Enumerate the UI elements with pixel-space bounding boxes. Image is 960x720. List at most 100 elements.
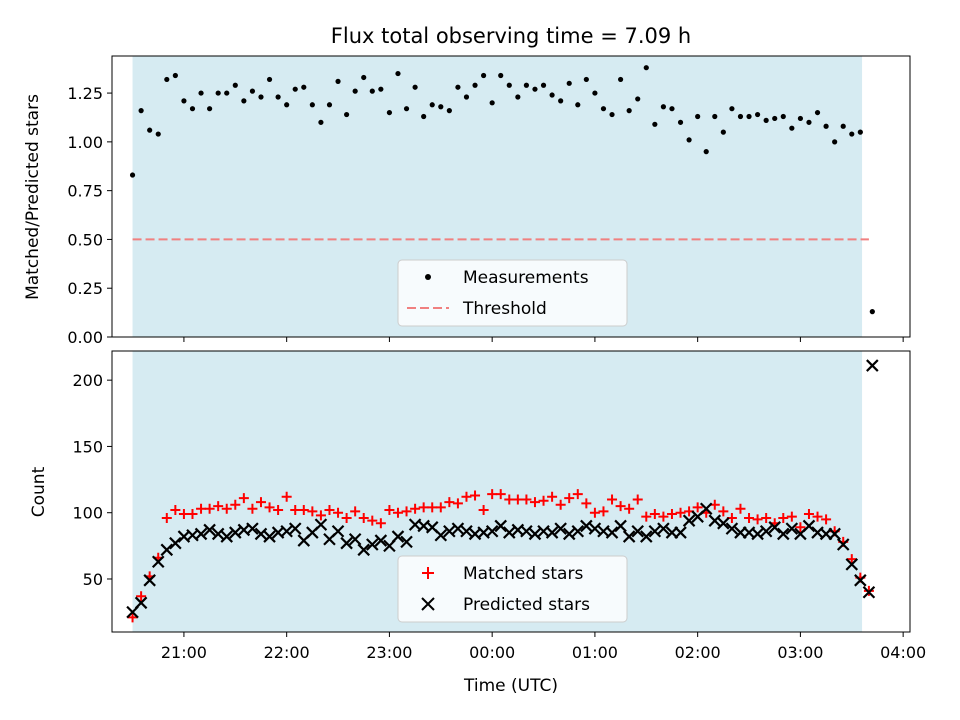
matched-star-point: [744, 513, 755, 524]
predicted-star-point: [254, 527, 268, 541]
measurement-point: [540, 82, 547, 88]
predicted-star-point: [866, 359, 879, 372]
predicted-star-point: [400, 535, 413, 549]
count-y-tick-label: 150: [72, 437, 103, 456]
measurement-point: [720, 129, 726, 135]
matched-star-point: [718, 506, 729, 517]
measurement-point: [506, 82, 512, 88]
matched-star-point: [307, 506, 318, 517]
measurement-point: [198, 90, 204, 96]
matched-star-point: [264, 502, 275, 513]
matched-star-point: [221, 503, 232, 514]
matched-star-point: [538, 495, 549, 506]
matched-star-point: [290, 505, 301, 516]
matched-star-point: [752, 514, 763, 525]
count-x-tick-label: 03:00: [777, 643, 823, 662]
measurement-point: [780, 113, 786, 120]
predicted-star-point: [211, 527, 225, 541]
predicted-star-point: [203, 523, 216, 537]
matched-star-point: [470, 490, 481, 501]
matched-star-point: [427, 502, 438, 513]
matched-star-point: [204, 503, 215, 514]
matched-star-point: [315, 510, 326, 521]
matched-star-point: [607, 494, 618, 505]
ratio-y-axis-label: Matched/Predicted stars: [23, 94, 43, 300]
legend-matched-marker: [422, 567, 434, 579]
measurement-point: [386, 109, 393, 116]
count-y-tick-label: 100: [72, 504, 103, 523]
matched-star-point: [487, 489, 498, 500]
matched-star-point: [504, 494, 515, 505]
matched-star-point: [572, 489, 583, 500]
measurement-point: [737, 113, 744, 120]
predicted-star-point: [288, 522, 302, 535]
measurement-point: [344, 111, 350, 118]
measurement-point: [754, 111, 761, 118]
legend-predicted-marker: [421, 597, 435, 611]
predicted-star-point: [451, 522, 465, 535]
matched-stars-points: [127, 489, 874, 623]
measurement-point: [224, 90, 230, 96]
matched-star-point: [161, 513, 172, 524]
x-axis-label: Time (UTC): [463, 676, 558, 696]
predicted-star-point: [366, 538, 379, 551]
predicted-star-point: [708, 514, 722, 527]
measurement-point: [832, 139, 838, 145]
predicted-star-point: [134, 596, 148, 610]
predicted-star-point: [828, 527, 841, 541]
predicted-star-point: [751, 527, 764, 541]
predicted-star-point: [434, 528, 448, 542]
predicted-star-point: [143, 574, 156, 587]
predicted-star-point: [674, 526, 687, 539]
count-y-ticks: 50 100 150 200: [72, 371, 112, 589]
measurement-point: [797, 115, 804, 122]
predicted-star-point: [357, 543, 371, 557]
predicted-star-point: [503, 526, 516, 539]
predicted-star-point: [220, 530, 234, 543]
matched-star-point: [238, 493, 249, 504]
matched-star-point: [178, 509, 189, 520]
matched-star-point: [367, 515, 378, 526]
measurement-point: [600, 106, 607, 112]
predicted-star-point: [391, 530, 405, 543]
matched-star-point: [581, 498, 592, 509]
ratio-y-tick-label: 0.50: [67, 230, 103, 249]
predicted-star-point: [314, 518, 328, 531]
measurement-point: [352, 88, 358, 94]
predicted-star-point: [331, 524, 345, 538]
predicted-star-point: [169, 536, 182, 550]
measurement-point: [703, 149, 709, 155]
count-x-tick-label: 23:00: [366, 643, 412, 662]
predicted-star-point: [836, 538, 850, 551]
matched-star-point: [444, 497, 455, 508]
predicted-star-point: [571, 524, 585, 538]
predicted-star-point: [699, 502, 713, 516]
measurement-point: [575, 102, 581, 108]
measurement-point: [515, 94, 521, 100]
measurement-point: [232, 82, 238, 88]
predicted-star-point: [631, 524, 644, 538]
matched-star-point: [358, 513, 369, 524]
predicted-star-point: [229, 526, 242, 539]
measurement-point: [147, 127, 153, 133]
matched-star-point: [136, 591, 147, 602]
measurement-point: [266, 76, 273, 83]
matched-star-point: [761, 513, 772, 524]
predicted-star-point: [160, 543, 174, 557]
count-x-ticks: 21:00 22:00 23:00 00:00 01:00 02:00 03:00 04:00: [161, 632, 926, 662]
measurement-point: [284, 102, 290, 108]
ratio-y-tick-label: 1.25: [67, 84, 103, 103]
count-panel: 50 100 150 200 21:00 22:00 23:00 00:00 01:00 02:…: [29, 350, 926, 696]
ratio-y-tick-label: 0.00: [67, 328, 103, 347]
matched-star-point: [213, 501, 224, 512]
measurement-point: [421, 113, 427, 120]
legend-matched-label: Matched stars: [463, 564, 583, 584]
predicted-star-point: [580, 519, 593, 533]
matched-star-point: [632, 494, 643, 505]
predicted-star-point: [614, 519, 627, 533]
measurement-point: [463, 94, 470, 100]
measurement-point: [429, 102, 435, 108]
predicted-stars-points: [126, 359, 879, 619]
predicted-star-point: [374, 534, 388, 547]
